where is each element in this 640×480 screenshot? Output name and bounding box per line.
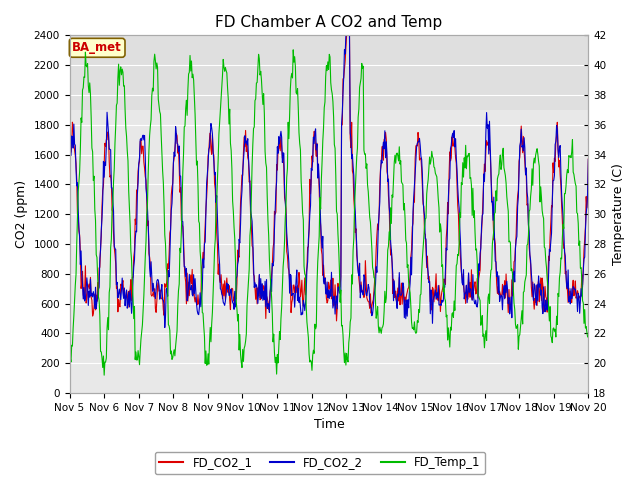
- FD_CO2_2: [393, 306, 401, 312]
- FD_CO2_1: [181, 273, 189, 279]
- FD_CO2_2: [408, 242, 416, 248]
- Line: FD_CO2_1: FD_CO2_1: [70, 36, 588, 321]
- FD_CO2_1: [343, 33, 351, 38]
- FD_CO2_1: [129, 275, 136, 280]
- FD_CO2_2: [66, 175, 74, 181]
- X-axis label: Time: Time: [314, 419, 344, 432]
- FD_CO2_1: [75, 228, 83, 234]
- Bar: [70, 36, 588, 110]
- FD_Temp_1: [584, 335, 592, 340]
- FD_Temp_1: [129, 295, 137, 301]
- FD_Temp_1: [209, 291, 217, 297]
- FD_CO2_1: [209, 132, 216, 138]
- FD_CO2_2: [129, 299, 136, 304]
- Line: FD_CO2_2: FD_CO2_2: [70, 36, 588, 327]
- FD_Temp_1: [66, 360, 74, 366]
- FD_CO2_2: [342, 33, 349, 38]
- FD_Temp_1: [75, 180, 83, 185]
- FD_CO2_2: [182, 274, 189, 280]
- FD_Temp_1: [289, 47, 297, 53]
- FD_CO2_1: [584, 156, 592, 162]
- Y-axis label: Temperature (C): Temperature (C): [612, 163, 625, 265]
- FD_Temp_1: [100, 372, 108, 378]
- FD_CO2_2: [584, 156, 592, 162]
- FD_CO2_1: [393, 295, 401, 300]
- Y-axis label: CO2 (ppm): CO2 (ppm): [15, 180, 28, 248]
- Title: FD Chamber A CO2 and Temp: FD Chamber A CO2 and Temp: [215, 15, 442, 30]
- FD_Temp_1: [393, 150, 401, 156]
- Text: BA_met: BA_met: [72, 41, 122, 54]
- Line: FD_Temp_1: FD_Temp_1: [70, 50, 588, 375]
- FD_Temp_1: [408, 325, 416, 331]
- FD_Temp_1: [182, 106, 189, 111]
- Legend: FD_CO2_1, FD_CO2_2, FD_Temp_1: FD_CO2_1, FD_CO2_2, FD_Temp_1: [155, 452, 485, 474]
- FD_CO2_1: [66, 166, 74, 172]
- FD_CO2_1: [333, 318, 340, 324]
- FD_CO2_2: [75, 225, 83, 230]
- FD_CO2_2: [161, 324, 168, 330]
- FD_CO2_1: [408, 224, 416, 230]
- FD_CO2_2: [209, 148, 217, 154]
